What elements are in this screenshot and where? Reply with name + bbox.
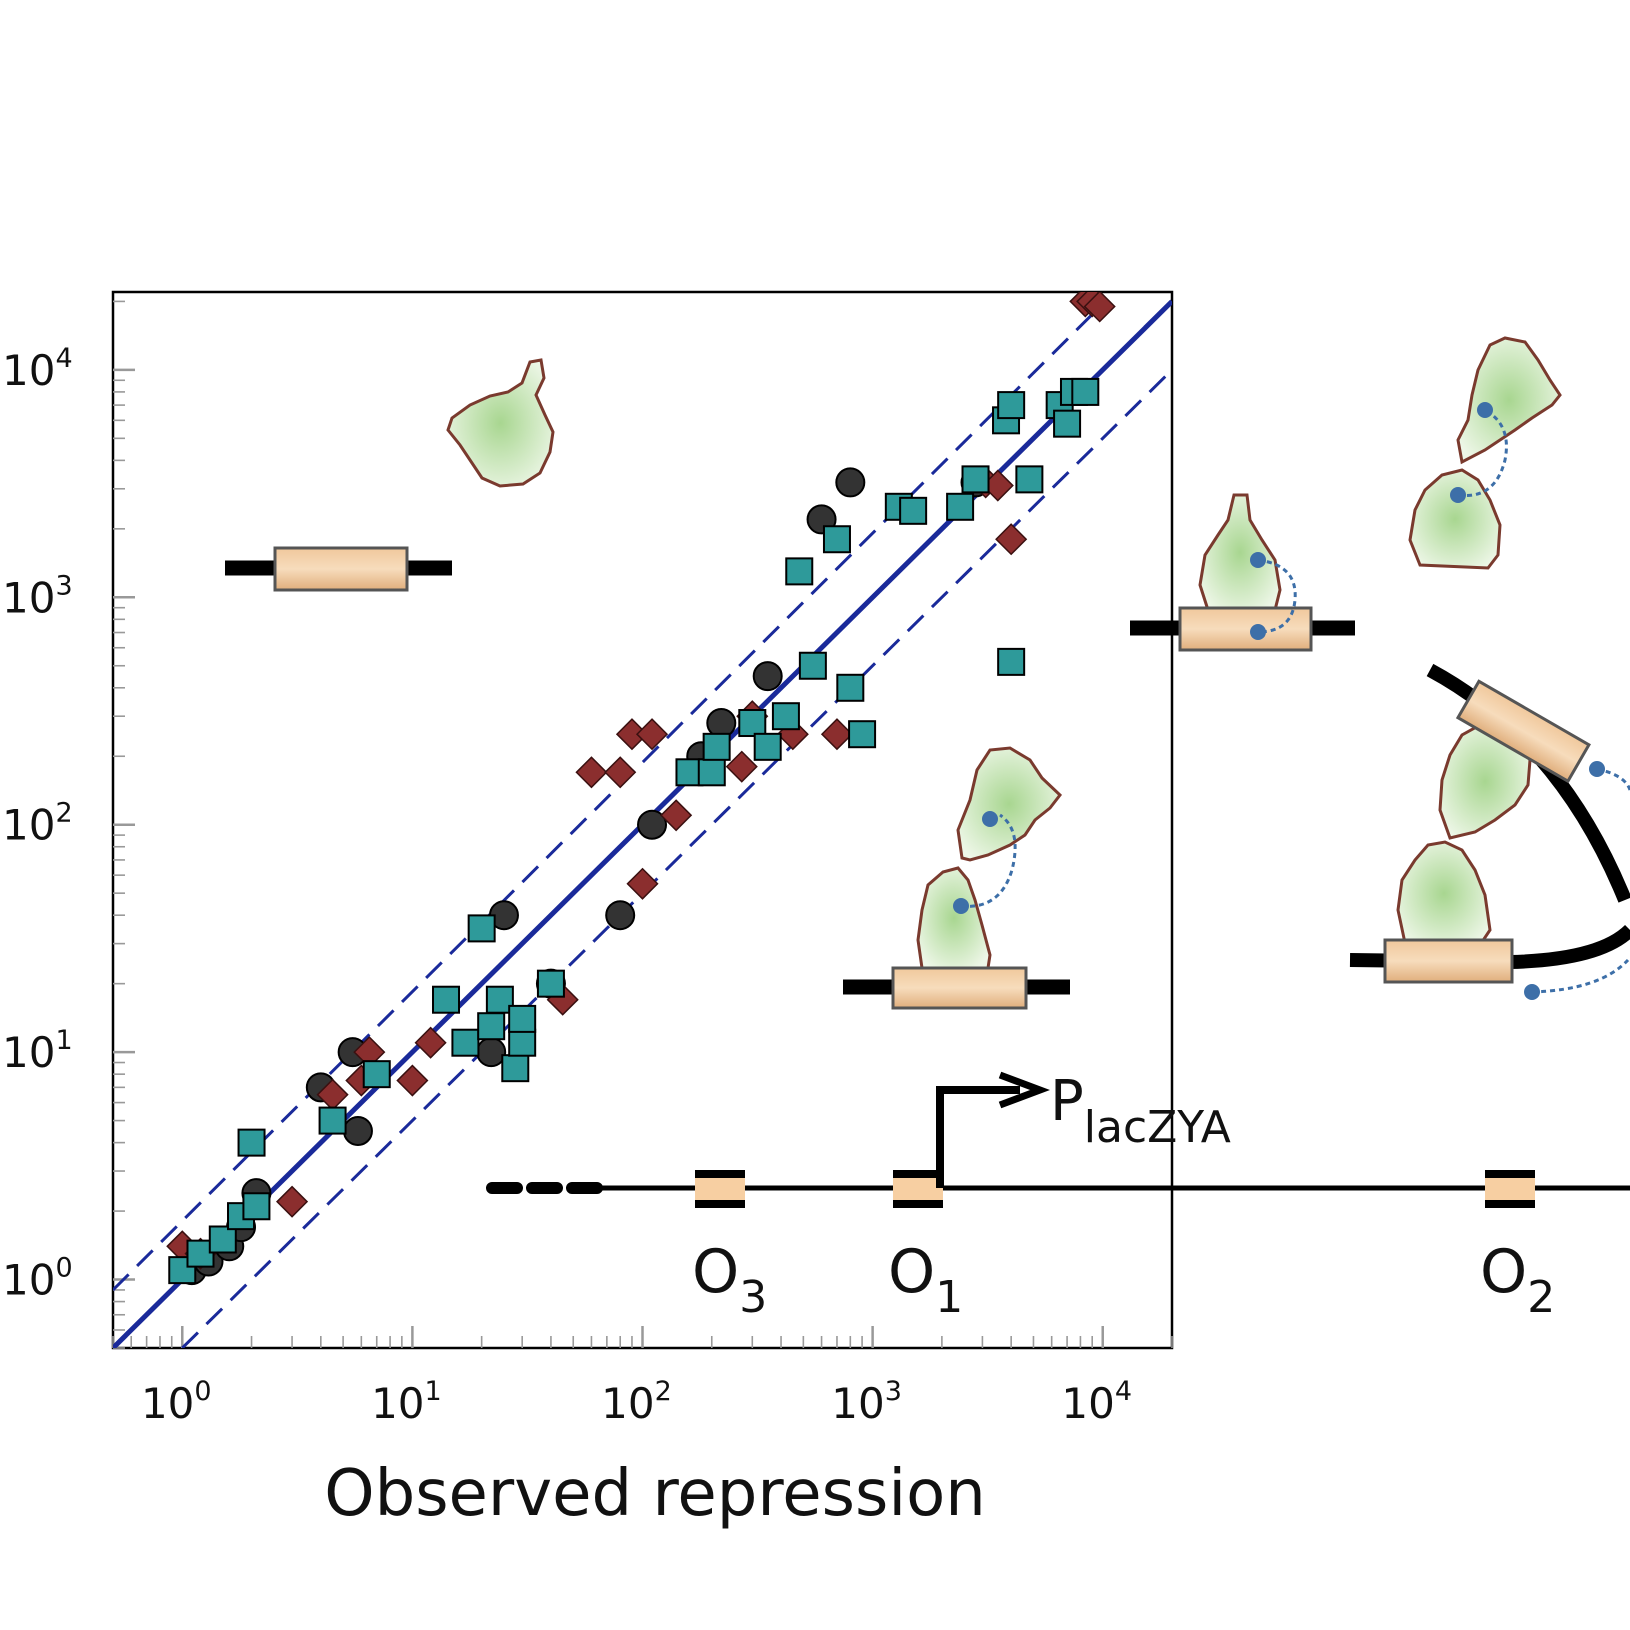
- data-point-square: [508, 1028, 537, 1057]
- x-tick-label: 104: [1061, 1376, 1132, 1428]
- data-point-square: [946, 492, 975, 521]
- data-point-diamond: [396, 1064, 429, 1097]
- y-tick-label: 103: [2, 570, 73, 622]
- data-point-square: [822, 525, 851, 554]
- data-point-square: [738, 709, 767, 738]
- data-points: [166, 292, 1116, 1286]
- data-point-square: [242, 1192, 271, 1221]
- band-line: [181, 368, 1172, 1348]
- free-repressor: [446, 358, 555, 488]
- data-point-diamond: [995, 523, 1028, 556]
- lac-operon: PlacZYA O3 O1 O2: [486, 1069, 1630, 1323]
- x-tick-label: 103: [831, 1376, 902, 1428]
- free-tetramer: [1408, 336, 1562, 570]
- data-point-square: [501, 1054, 530, 1083]
- data-point-square: [508, 1004, 537, 1033]
- promoter-arrowhead: [998, 1071, 1050, 1109]
- data-point-diamond: [626, 867, 659, 900]
- data-point-circle: [706, 708, 737, 739]
- data-point-square: [961, 465, 990, 494]
- operator-o3-box: [695, 1170, 745, 1208]
- x-axis-title: Observed repression: [324, 1457, 986, 1531]
- schematic: PlacZYA O3 O1 O2: [225, 336, 1630, 1323]
- data-point-square: [362, 1060, 391, 1089]
- promoter-arrow: [936, 1086, 1020, 1188]
- dna-loop: [1349, 663, 1630, 1000]
- data-point-square: [186, 1239, 215, 1268]
- data-point-diamond: [575, 756, 608, 789]
- data-point-square: [836, 673, 865, 702]
- plot-axes: 100 101 102 103 104 100 101 102 103 104 Observed…: [2, 290, 1174, 1531]
- empty-operator: [225, 546, 452, 592]
- data-point-square: [318, 1106, 347, 1135]
- operator-o1-label: O1: [888, 1237, 963, 1323]
- data-point-square: [997, 647, 1026, 676]
- x-tick-label: 101: [371, 1376, 442, 1428]
- data-point-diamond: [276, 1185, 309, 1218]
- operator-o1-box: [893, 1170, 943, 1208]
- data-point-square: [477, 1012, 506, 1041]
- x-tick-labels: 100 101 102 103 104: [141, 1376, 1132, 1428]
- data-point-square: [237, 1128, 266, 1157]
- data-point-diamond: [1083, 292, 1116, 323]
- data-point-square: [697, 758, 726, 787]
- x-tick-label: 102: [601, 1376, 672, 1428]
- bound-tetramer-center: [843, 746, 1070, 1010]
- operator-o2-label: O2: [1480, 1237, 1555, 1323]
- data-point-square: [432, 985, 461, 1014]
- y-tick-labels: 100 101 102 103 104: [2, 343, 73, 1305]
- bound-dimer-right: [1130, 493, 1355, 652]
- data-point-square: [702, 732, 731, 761]
- operator-o3-label: O3: [692, 1237, 767, 1323]
- data-point-circle: [342, 1115, 373, 1146]
- y-tick-label: 102: [2, 798, 73, 850]
- x-tick-label: 100: [141, 1376, 212, 1428]
- band-line: [113, 302, 1104, 1292]
- data-point-square: [771, 702, 800, 731]
- data-point-square: [1015, 465, 1044, 494]
- data-point-diamond: [604, 756, 637, 789]
- data-point-square: [1053, 409, 1082, 438]
- promoter-label: PlacZYA: [1050, 1069, 1231, 1153]
- data-point-square: [168, 1256, 197, 1285]
- data-point-square: [785, 557, 814, 586]
- data-point-circle: [835, 467, 866, 498]
- y-tick-label: 100: [2, 1253, 73, 1305]
- data-point-circle: [476, 1037, 507, 1068]
- data-point-square: [848, 720, 877, 749]
- operator-o2-box: [1485, 1170, 1535, 1208]
- data-point-diamond: [414, 1026, 447, 1059]
- data-point-circle: [605, 900, 636, 931]
- y-tick-label: 101: [2, 1025, 73, 1077]
- data-point-square: [798, 651, 827, 680]
- data-point-diamond: [820, 718, 854, 751]
- data-point-circle: [637, 809, 668, 840]
- data-point-square: [753, 732, 782, 761]
- data-point-diamond: [635, 718, 669, 751]
- data-point-square: [467, 914, 496, 943]
- data-point-square: [1071, 377, 1100, 406]
- data-point-square: [899, 496, 928, 525]
- data-point-square: [997, 391, 1026, 420]
- axis-minor-ticks: [112, 300, 1173, 1349]
- data-point-square: [536, 969, 565, 998]
- data-point-circle: [752, 661, 783, 692]
- data-point-diamond: [660, 799, 693, 832]
- data-point-square: [208, 1225, 237, 1254]
- y-tick-label: 104: [2, 343, 73, 395]
- data-point-diamond: [725, 750, 758, 783]
- data-point-square: [451, 1028, 480, 1057]
